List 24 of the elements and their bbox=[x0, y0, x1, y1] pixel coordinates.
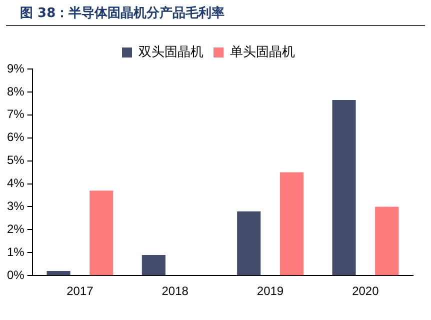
bar bbox=[90, 190, 114, 276]
x-tick-label: 2017 bbox=[66, 284, 94, 298]
legend-label: 单头固晶机 bbox=[230, 44, 295, 60]
y-tick-label: 6% bbox=[7, 130, 25, 144]
y-tick-label: 4% bbox=[7, 176, 25, 190]
y-tick-label: 5% bbox=[7, 153, 25, 168]
y-tick-label: 7% bbox=[7, 107, 25, 122]
y-tick-label: 9% bbox=[7, 61, 25, 76]
bar bbox=[332, 100, 356, 276]
legend-label: 双头固晶机 bbox=[138, 44, 204, 60]
y-tick-label: 2% bbox=[7, 222, 25, 236]
y-tick-label: 0% bbox=[7, 268, 25, 282]
y-tick-label: 1% bbox=[7, 244, 25, 259]
x-tick-label: 2018 bbox=[162, 284, 189, 298]
x-tick-label: 2019 bbox=[256, 284, 284, 298]
y-tick-label: 3% bbox=[7, 199, 25, 214]
bar bbox=[375, 206, 399, 276]
y-tick-label: 8% bbox=[7, 84, 25, 98]
bar bbox=[142, 254, 166, 276]
bar bbox=[46, 271, 70, 276]
chart-title: 图 38：半导体固晶机分产品毛利率 bbox=[6, 4, 425, 26]
bar bbox=[237, 211, 261, 276]
bar bbox=[280, 172, 304, 276]
x-tick-label: 2020 bbox=[352, 284, 380, 298]
